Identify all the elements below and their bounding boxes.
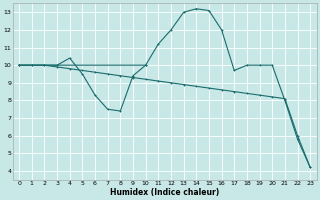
X-axis label: Humidex (Indice chaleur): Humidex (Indice chaleur): [110, 188, 219, 197]
